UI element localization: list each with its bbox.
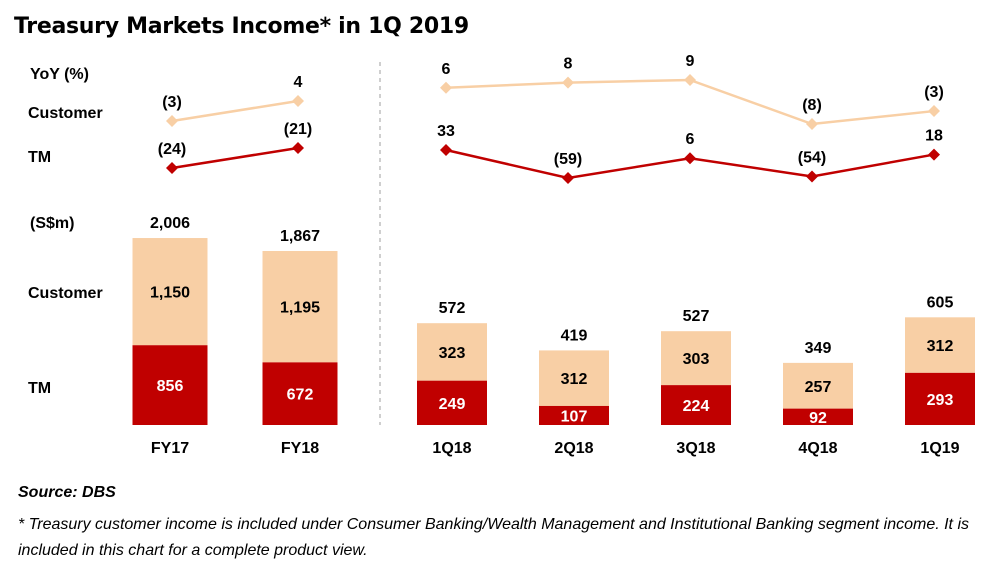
category-tick-label: 4Q18 (798, 440, 837, 457)
yoy-tm-value-label: (24) (158, 141, 186, 158)
yoy-tm-marker (928, 148, 940, 161)
yoy-customer-value-label: (3) (924, 84, 944, 101)
bar-customer-value-label: 1,195 (280, 300, 320, 317)
footnote: * Treasury customer income is included u… (18, 516, 969, 559)
bar-tm (262, 362, 338, 425)
bar-tm (132, 345, 208, 425)
bar-tm-value-label: 293 (927, 392, 954, 409)
bar-customer (905, 317, 975, 373)
bar-total-label: 1,867 (280, 228, 320, 245)
bar-total-label: 349 (805, 340, 832, 357)
bar-total-label: 2,006 (150, 215, 190, 232)
yoy-customer-value-label: 9 (686, 53, 695, 70)
yoy-tm-line (171, 146, 299, 170)
chart-canvas: YoY (%) Customer TM (S$m) Customer TM 85… (28, 53, 975, 457)
bar-total-label: 419 (561, 327, 588, 344)
bar-tm-value-label: 107 (561, 408, 588, 425)
chart-title: Treasury Markets Income* in 1Q 2019 (14, 14, 469, 39)
bar-tm-value-label: 224 (683, 398, 710, 415)
yoy-customer-marker (684, 74, 696, 86)
annual-bar-chart: 856 1,150 2,006 FY17 672 1,195 1,867 FY18 (132, 215, 338, 457)
row-label-yoy-tm: TM (28, 149, 51, 166)
bar-tm (539, 405, 609, 425)
yoy-customer-value-label: (3) (162, 94, 182, 111)
yoy-customer-marker (166, 115, 178, 127)
yoy-customer-line (171, 99, 299, 123)
bar-tm-value-label: 92 (809, 410, 827, 427)
bar-customer (783, 362, 853, 409)
yoy-customer-marker (806, 118, 818, 130)
yoy-customer-line (445, 78, 935, 126)
bar-customer (132, 238, 208, 346)
bar-customer-value-label: 257 (805, 379, 832, 396)
bar-customer-value-label: 1,150 (150, 285, 190, 302)
category-tick-label: FY18 (281, 440, 319, 457)
yoy-tm-marker (292, 142, 304, 154)
bar-tm (661, 385, 731, 425)
yoy-customer-value-label: 8 (564, 56, 573, 73)
category-tick-label: FY17 (151, 440, 189, 457)
bar-customer-value-label: 312 (927, 338, 954, 355)
row-label-unit: (S$m) (30, 215, 74, 232)
yoy-customer-marker (440, 81, 452, 94)
bar-tm (417, 380, 487, 425)
yoy-tm-value-label: 18 (925, 128, 943, 145)
yoy-tm-value-label: 33 (437, 123, 455, 140)
bar-customer (417, 323, 487, 381)
bar-customer (539, 350, 609, 406)
yoy-customer-value-label: (8) (802, 97, 822, 114)
source-note: Source: DBS (18, 484, 116, 501)
bar-tm (783, 408, 853, 425)
bar-customer-value-label: 303 (683, 351, 710, 368)
bar-customer (262, 250, 338, 363)
row-labels: YoY (%) Customer TM (S$m) Customer TM (28, 66, 103, 397)
yoy-tm-value-label: (54) (798, 149, 826, 166)
category-tick-label: 1Q18 (432, 440, 471, 457)
bar-customer (661, 331, 731, 386)
annual-yoy-chart: (3) 4 (24) (21) (158, 74, 312, 174)
yoy-tm-value-label: (59) (554, 151, 582, 168)
yoy-customer-marker (562, 76, 574, 89)
row-label-bar-tm: TM (28, 380, 51, 397)
yoy-tm-value-label: 6 (686, 131, 695, 148)
bar-total-label: 527 (683, 308, 710, 325)
yoy-tm-marker (684, 152, 696, 165)
yoy-customer-value-label: 6 (442, 61, 451, 78)
row-label-yoy-customer: Customer (28, 105, 103, 122)
row-label-bar-customer: Customer (28, 285, 103, 302)
category-tick-label: 2Q18 (554, 440, 593, 457)
quarterly-bar-chart: 249 323 572 1Q18 107 312 419 2Q18 224 303 527 3Q18 9… (417, 294, 975, 457)
category-tick-label: 3Q18 (676, 440, 715, 457)
bar-total-label: 605 (927, 294, 954, 311)
category-tick-label: 1Q19 (920, 440, 959, 457)
yoy-tm-value-label: (21) (284, 121, 312, 138)
yoy-tm-marker (440, 144, 452, 156)
bar-tm-value-label: 856 (157, 378, 184, 395)
bar-total-label: 572 (439, 300, 466, 317)
yoy-customer-marker (292, 95, 304, 107)
bar-customer-value-label: 323 (439, 345, 466, 362)
yoy-customer-value-label: 4 (294, 74, 303, 91)
bar-tm (905, 372, 975, 425)
yoy-tm-marker (806, 170, 818, 183)
row-label-yoy: YoY (%) (30, 66, 89, 83)
yoy-tm-marker (166, 162, 178, 174)
bar-tm-value-label: 672 (287, 387, 314, 404)
yoy-customer-marker (928, 105, 940, 118)
quarterly-yoy-chart: 6 8 9 (8) (3) 33 (59) 6 (54) 18 (437, 53, 944, 184)
bar-customer-value-label: 312 (561, 371, 588, 388)
bar-tm-value-label: 249 (439, 396, 466, 413)
yoy-tm-marker (562, 172, 574, 184)
